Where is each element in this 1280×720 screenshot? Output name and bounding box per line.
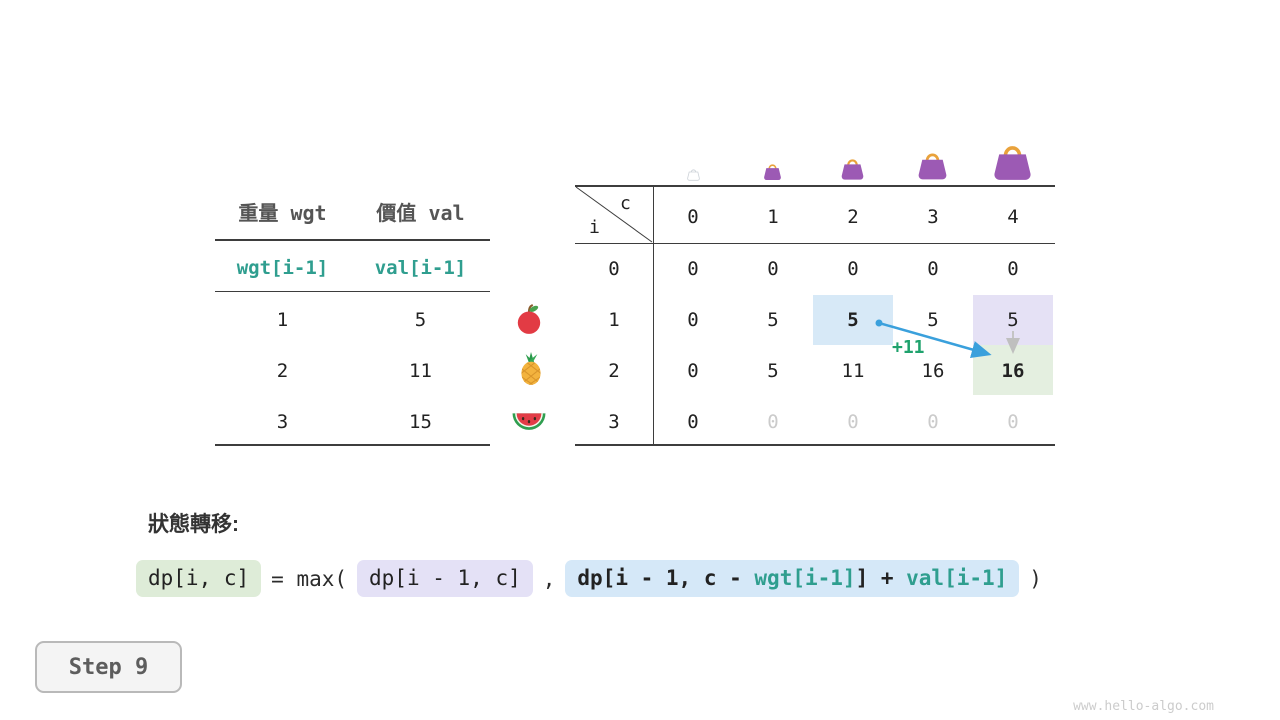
- dp-cell: 0: [687, 309, 699, 331]
- dp-row-header: 2: [608, 360, 620, 382]
- item-2-value: 11: [409, 360, 432, 382]
- dp-cell: 11: [841, 360, 865, 382]
- dp-cell: 5: [767, 360, 779, 382]
- item-3-value: 15: [409, 411, 432, 433]
- dp-cell: 16: [921, 360, 945, 382]
- item-3-weight: 3: [276, 411, 289, 433]
- items-table-wgt-formula: wgt[i-1]: [236, 257, 329, 279]
- dp-cell: 0: [767, 258, 779, 280]
- bag-icon: [990, 139, 1035, 182]
- bag-icon-ghost: [686, 167, 701, 181]
- bag-icon: [762, 161, 783, 181]
- dp-cell: 0: [687, 258, 699, 280]
- divider: [653, 185, 654, 446]
- item-1-value: 5: [414, 309, 427, 331]
- transition-formula: dp[i, c] = max( dp[i - 1, c] , dp[i - 1,…: [136, 560, 1042, 598]
- dp-cell-pending: 0: [927, 411, 939, 433]
- apple-icon: [514, 303, 544, 335]
- item-1-weight: 1: [276, 309, 289, 331]
- items-table-val-formula: val[i-1]: [374, 257, 467, 279]
- dp-cell: 5: [767, 309, 779, 331]
- formula-arg2-part1: dp[i - 1, c -: [577, 566, 755, 590]
- dp-cell: 0: [687, 360, 699, 382]
- items-table-header-wgt: 重量 wgt: [238, 200, 327, 225]
- transition-annotation: +11: [892, 337, 925, 358]
- dp-cell-pending: 0: [767, 411, 779, 433]
- formula-arg1-chip: dp[i - 1, c]: [357, 560, 533, 598]
- formula-arg2-wgt: wgt[i-1]: [754, 566, 856, 590]
- dp-col-header: 4: [1007, 206, 1019, 228]
- watermark: www.hello-algo.com: [1073, 699, 1214, 714]
- items-table-header-val: 價值 val: [376, 200, 465, 225]
- formula-close-paren: ): [1029, 566, 1042, 591]
- dp-col-header: 1: [767, 206, 779, 228]
- bag-icon: [839, 155, 866, 181]
- dp-cell: 0: [1007, 258, 1019, 280]
- dp-row-header: 3: [608, 411, 620, 433]
- pineapple-icon: [517, 352, 545, 386]
- dp-cell-current: 16: [1001, 360, 1025, 382]
- divider: [575, 444, 1055, 446]
- divider: [215, 291, 490, 292]
- dp-cell: 0: [687, 411, 699, 433]
- dp-col-header: 2: [847, 206, 859, 228]
- transition-title: 狀態轉移:: [148, 513, 239, 536]
- dp-cell-pending: 0: [847, 411, 859, 433]
- dp-col-header: 3: [927, 206, 939, 228]
- dp-col-header: 0: [687, 206, 699, 228]
- watermelon-icon: [511, 411, 547, 431]
- divider: [215, 239, 490, 241]
- step-indicator: Step 9: [35, 641, 182, 693]
- formula-arg2-val: val[i-1]: [906, 566, 1008, 590]
- col-axis-label: c: [620, 193, 631, 214]
- dp-cell-above: 5: [1007, 309, 1019, 331]
- divider: [575, 185, 1055, 187]
- formula-separator: ,: [542, 566, 556, 591]
- dp-cell: 0: [847, 258, 859, 280]
- bag-icon: [915, 148, 950, 181]
- divider: [215, 444, 490, 446]
- dp-cell: 5: [927, 309, 939, 331]
- formula-arg2-part2: ] +: [855, 566, 907, 590]
- divider: [575, 243, 1055, 244]
- formula-operator: = max(: [271, 566, 348, 591]
- dp-cell-pending: 0: [1007, 411, 1019, 433]
- dp-row-header: 0: [608, 258, 620, 280]
- dp-cell: 0: [927, 258, 939, 280]
- dp-row-header: 1: [608, 309, 620, 331]
- formula-lhs-chip: dp[i, c]: [136, 560, 262, 598]
- row-axis-label: i: [589, 217, 600, 238]
- formula-arg2-chip: dp[i - 1, c - wgt[i-1]] + val[i-1]: [565, 560, 1020, 598]
- item-2-weight: 2: [276, 360, 289, 382]
- dp-cell-source: 5: [847, 309, 859, 331]
- corner-diagonal-line: [575, 186, 653, 243]
